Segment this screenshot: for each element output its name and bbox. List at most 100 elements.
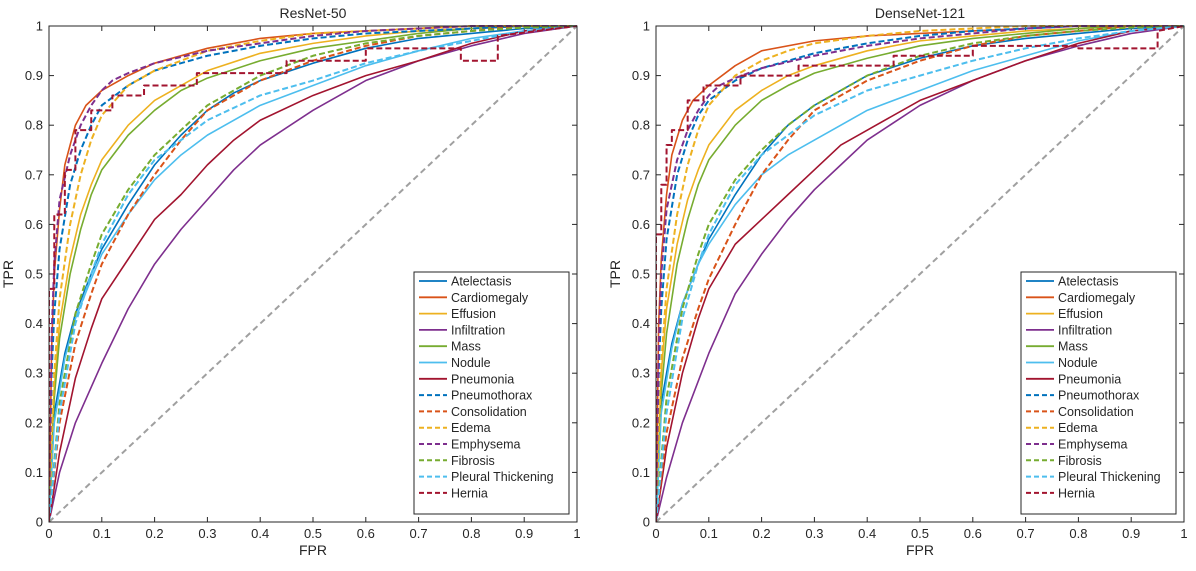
series-group — [49, 25, 578, 522]
x-tick-label: 0.4 — [858, 526, 876, 541]
chart-panel-2: 0 0.1 0.2 0.3 0.4 0.5 0.6 0.7 0.8 0.9 1 0 0.1 0.2 0.3 0… — [607, 5, 1188, 558]
x-tick-label: 0.3 — [805, 526, 823, 541]
series-emphysema — [656, 25, 1184, 522]
series-pleural-thickening — [49, 25, 578, 522]
legend-entry: Cardiomegaly — [451, 291, 529, 305]
legend-entry: Pneumonia — [451, 372, 514, 386]
series-pneumothorax — [49, 25, 577, 522]
x-tick-label: 0.1 — [700, 526, 718, 541]
chance-line — [48, 25, 578, 523]
x-tick-label: 1 — [573, 526, 580, 541]
series-infiltration — [656, 25, 1185, 522]
series-pneumonia — [49, 25, 578, 522]
series-pneumonia — [656, 25, 1185, 522]
series-fibrosis — [49, 25, 578, 522]
x-axis-label: FPR — [906, 542, 934, 558]
legend-entry: Fibrosis — [451, 454, 495, 468]
series-pleural-thickening — [656, 25, 1185, 522]
x-tick-label: 0.6 — [964, 526, 982, 541]
legend-box — [1020, 271, 1177, 515]
y-tick-label: 1 — [36, 19, 43, 34]
legend-entry: Atelectasis — [1058, 275, 1118, 289]
legend-entry: Cardiomegaly — [1058, 291, 1136, 305]
x-tick-label: 0 — [45, 526, 52, 541]
x-tick-label: 0.6 — [357, 526, 375, 541]
legend-entry: Mass — [451, 340, 481, 354]
series-fibrosis — [656, 25, 1185, 522]
legend-entry: Atelectasis — [451, 275, 511, 289]
x-tick-label: 0.1 — [93, 526, 111, 541]
legend-entry: Infiltration — [1058, 323, 1112, 337]
x-tick-label: 1 — [1180, 526, 1187, 541]
y-tick-label: 0.4 — [25, 316, 43, 331]
series-nodule — [656, 25, 1185, 522]
legend-entry: Pleural Thickening — [451, 470, 554, 484]
x-tick-label: 0.5 — [911, 526, 929, 541]
legend: Atelectasis Cardiomegaly Effusion Infiltrat… — [413, 271, 570, 515]
legend-entry: Pneumonia — [1058, 372, 1121, 386]
chart-panel-1: 0 0.1 0.2 0.3 0.4 0.5 0.6 0.7 0.8 0.9 1 0 0.1 0.2 0.3 0… — [0, 5, 581, 558]
legend-entry: Nodule — [451, 356, 491, 370]
series-group — [656, 25, 1185, 522]
series-hernia — [656, 25, 1185, 522]
legend-box — [413, 271, 570, 515]
legend-entry: Fibrosis — [1058, 454, 1102, 468]
y-tick-label: 0.2 — [632, 415, 650, 430]
legend-entry: Pleural Thickening — [1058, 470, 1161, 484]
legend-entry: Consolidation — [451, 405, 527, 419]
legend-entry: Consolidation — [1058, 405, 1134, 419]
axes-frame — [655, 25, 1185, 523]
series-mass — [656, 25, 1184, 522]
y-tick-label: 0.3 — [632, 366, 650, 381]
x-tick-label: 0.7 — [410, 526, 428, 541]
x-axis-label: FPR — [299, 542, 327, 558]
y-tick-label: 0.3 — [25, 366, 43, 381]
legend-entry: Pneumothorax — [451, 389, 533, 403]
y-tick-label: 0 — [643, 515, 650, 530]
y-tick-label: 0.7 — [25, 167, 43, 182]
y-tick-label: 0.6 — [632, 217, 650, 232]
legend-entry: Emphysema — [451, 438, 521, 452]
series-consolidation — [656, 25, 1184, 522]
y-tick-label: 0.4 — [632, 316, 650, 331]
legend-entry: Effusion — [451, 307, 496, 321]
y-tick-label: 0.5 — [632, 267, 650, 282]
chance-line — [655, 25, 1185, 523]
y-tick-label: 0.9 — [632, 68, 650, 83]
y-tick-label: 0.8 — [632, 118, 650, 133]
chart-title: ResNet-50 — [280, 5, 347, 21]
legend: Atelectasis Cardiomegaly Effusion Infiltrat… — [1020, 271, 1177, 515]
legend-entry: Hernia — [451, 486, 488, 500]
legend-entry: Emphysema — [1058, 438, 1128, 452]
y-tick-label: 0.1 — [632, 465, 650, 480]
axes-frame — [48, 25, 578, 523]
y-tick-label: 0.7 — [632, 167, 650, 182]
x-tick-label: 0.2 — [146, 526, 164, 541]
y-tick-label: 0.5 — [25, 267, 43, 282]
y-tick-label: 0.1 — [25, 465, 43, 480]
x-tick-label: 0.8 — [1069, 526, 1087, 541]
x-tick-label: 0.9 — [515, 526, 533, 541]
chart-title: DenseNet-121 — [875, 5, 965, 21]
x-tick-label: 0.9 — [1122, 526, 1140, 541]
series-hernia — [49, 25, 578, 522]
y-tick-label: 0.6 — [25, 217, 43, 232]
legend-entry: Nodule — [1058, 356, 1098, 370]
series-emphysema — [49, 25, 577, 522]
y-axis-label: TPR — [0, 260, 16, 288]
legend-entry: Infiltration — [451, 323, 505, 337]
series-effusion — [656, 25, 1184, 522]
x-tick-label: 0.4 — [251, 526, 269, 541]
series-infiltration — [49, 25, 578, 522]
legend-entry: Mass — [1058, 340, 1088, 354]
series-effusion — [49, 25, 577, 522]
x-tick-label: 0.8 — [462, 526, 480, 541]
x-tick-label: 0.3 — [198, 526, 216, 541]
y-tick-label: 1 — [643, 19, 650, 34]
x-tick-label: 0.2 — [753, 526, 771, 541]
legend-entry: Edema — [451, 421, 491, 435]
y-tick-label: 0.2 — [25, 415, 43, 430]
y-tick-label: 0.8 — [25, 118, 43, 133]
x-tick-label: 0.7 — [1017, 526, 1035, 541]
